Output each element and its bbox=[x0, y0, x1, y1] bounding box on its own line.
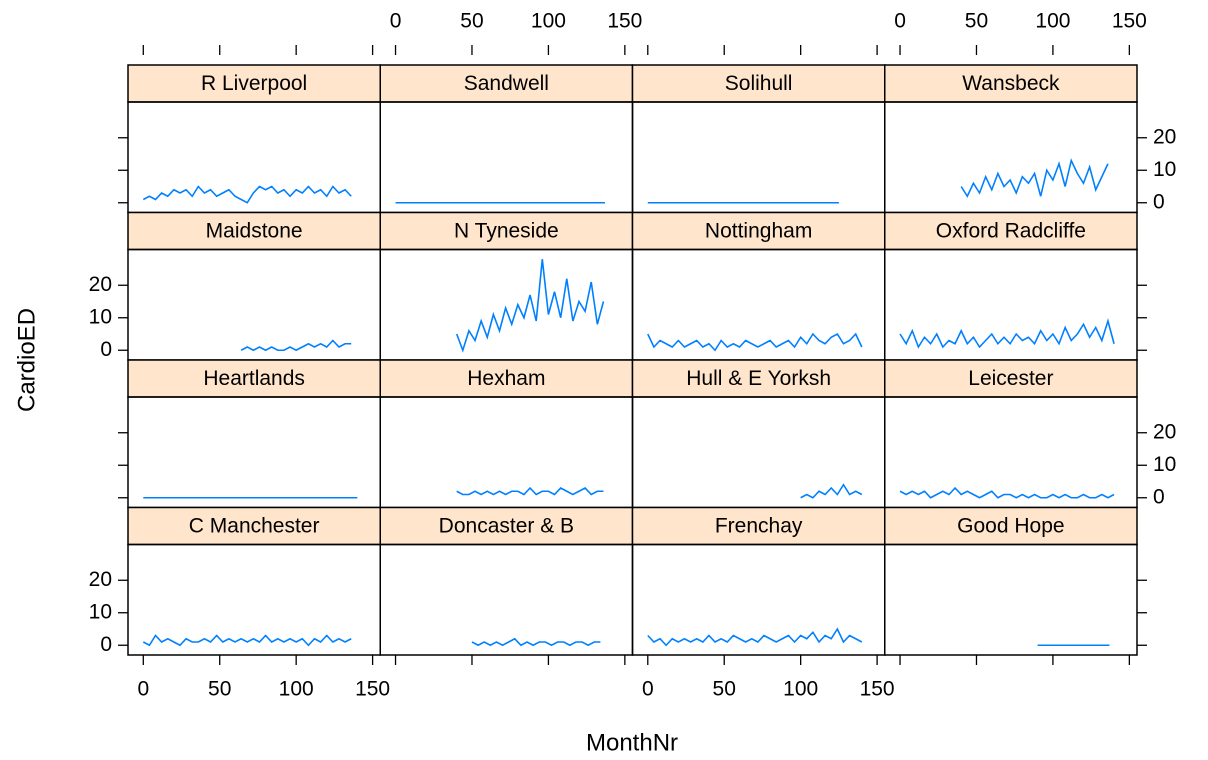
panel-title: C Manchester bbox=[189, 515, 320, 538]
strip bbox=[127, 64, 381, 103]
y-tick-label: 0 bbox=[1153, 190, 1165, 213]
x-tick-label: 150 bbox=[1112, 10, 1147, 33]
x-tick-label: 0 bbox=[137, 678, 149, 701]
panel-title: Good Hope bbox=[957, 515, 1064, 538]
y-tick-label: 10 bbox=[1153, 158, 1176, 181]
series-line bbox=[647, 627, 863, 647]
panel-title: Maidstone bbox=[206, 220, 303, 243]
panel-title: Frenchay bbox=[715, 515, 803, 538]
x-tick-label: 0 bbox=[642, 678, 654, 701]
series-line bbox=[456, 486, 604, 496]
panel-title: Heartlands bbox=[203, 367, 305, 390]
strip bbox=[379, 211, 634, 251]
panel-box bbox=[379, 101, 634, 214]
strip bbox=[127, 506, 381, 546]
x-tick-label: 100 bbox=[783, 678, 818, 701]
series-line bbox=[471, 637, 601, 647]
y-axis-title: CardioED bbox=[13, 308, 40, 412]
panel-box bbox=[379, 543, 634, 656]
panel-box bbox=[884, 396, 1138, 509]
panel-title: Doncaster & B bbox=[439, 515, 574, 538]
panel-title: R Liverpool bbox=[201, 72, 307, 95]
x-tick-label: 50 bbox=[713, 678, 736, 701]
series-line bbox=[142, 634, 352, 647]
y-tick-label: 0 bbox=[1153, 485, 1165, 508]
x-tick-label: 50 bbox=[460, 10, 483, 33]
panel-title: Solihull bbox=[725, 72, 793, 95]
panel-title: Wansbeck bbox=[962, 72, 1060, 95]
panel-title: Leicester bbox=[968, 367, 1053, 390]
strip bbox=[127, 359, 381, 398]
panel-box bbox=[127, 248, 381, 361]
panel-box bbox=[127, 396, 381, 509]
panel-title: N Tyneside bbox=[454, 220, 559, 243]
series-line bbox=[240, 339, 352, 352]
y-tick-label: 0 bbox=[100, 338, 112, 361]
panel-box bbox=[379, 396, 634, 509]
y-tick-label: 10 bbox=[89, 600, 112, 623]
x-tick-label: 100 bbox=[1035, 10, 1070, 33]
y-tick-label: 20 bbox=[89, 568, 112, 591]
x-tick-label: 0 bbox=[894, 10, 906, 33]
x-tick-label: 50 bbox=[965, 10, 988, 33]
series-line bbox=[142, 185, 352, 204]
panel-title: Hexham bbox=[467, 367, 545, 390]
panel-box bbox=[631, 248, 886, 361]
x-tick-label: 0 bbox=[390, 10, 402, 33]
x-tick-label: 100 bbox=[279, 678, 314, 701]
y-tick-label: 10 bbox=[1153, 453, 1176, 476]
x-tick-label: 150 bbox=[355, 678, 390, 701]
strip bbox=[379, 506, 634, 546]
strip bbox=[379, 64, 634, 103]
series-line bbox=[800, 483, 863, 499]
series-line bbox=[960, 158, 1109, 198]
series-line bbox=[899, 486, 1115, 499]
y-tick-label: 10 bbox=[89, 305, 112, 328]
x-axis-title: MonthNr bbox=[586, 729, 678, 756]
x-tick-label: 100 bbox=[531, 10, 566, 33]
panel-title: Nottingham bbox=[705, 220, 812, 243]
series-line bbox=[455, 259, 605, 353]
panel-box bbox=[884, 101, 1138, 214]
strip bbox=[379, 359, 634, 398]
panel-title: Hull & E Yorksh bbox=[686, 367, 831, 390]
y-tick-label: 0 bbox=[100, 633, 112, 656]
panel-box bbox=[884, 543, 1138, 656]
panel-title: Oxford Radcliffe bbox=[936, 220, 1086, 243]
strip bbox=[631, 359, 886, 398]
x-tick-label: 150 bbox=[860, 678, 895, 701]
series-line bbox=[647, 332, 863, 352]
y-tick-label: 20 bbox=[1153, 125, 1176, 148]
strip bbox=[884, 64, 1138, 103]
y-tick-label: 20 bbox=[89, 273, 112, 296]
series-line bbox=[899, 318, 1115, 349]
panel-box bbox=[631, 101, 886, 214]
y-tick-label: 20 bbox=[1153, 420, 1176, 443]
x-tick-label: 150 bbox=[607, 10, 642, 33]
strip bbox=[884, 359, 1138, 398]
panel-title: Sandwell bbox=[464, 72, 549, 95]
x-tick-label: 50 bbox=[208, 678, 231, 701]
